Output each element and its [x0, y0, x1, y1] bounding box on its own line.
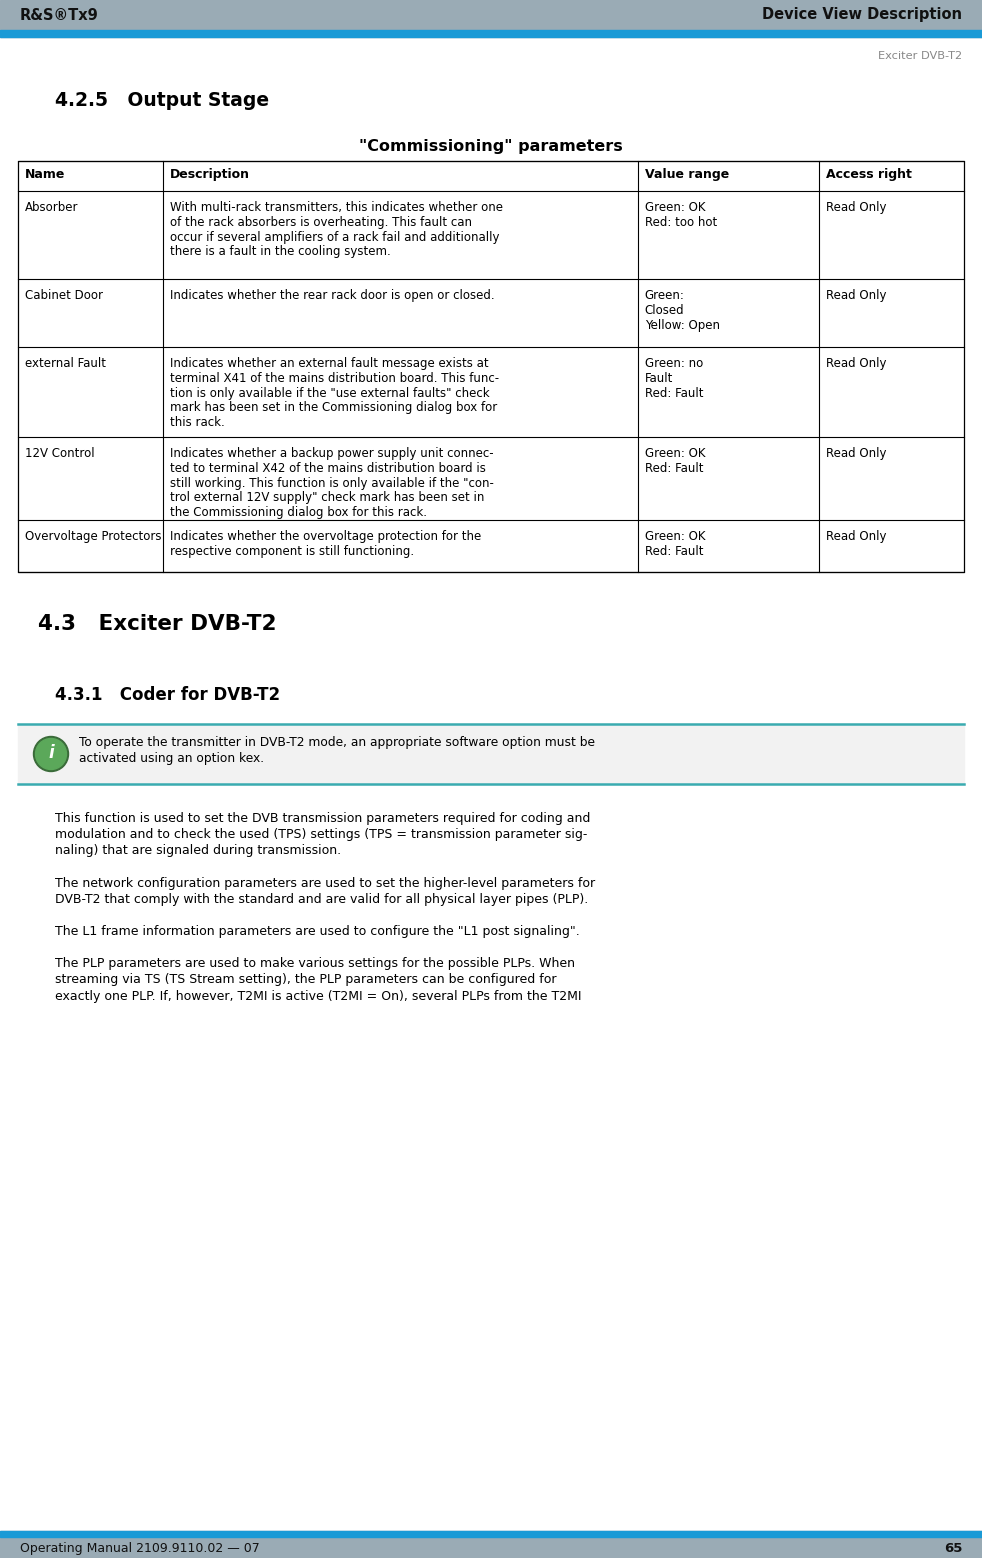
Text: Exciter DVB-T2: Exciter DVB-T2	[878, 51, 962, 61]
Text: Indicates whether the rear rack door is open or closed.: Indicates whether the rear rack door is …	[170, 288, 494, 302]
Text: Device View Description: Device View Description	[762, 8, 962, 22]
Text: Yellow: Open: Yellow: Open	[644, 318, 720, 332]
Text: occur if several amplifiers of a rack fail and additionally: occur if several amplifiers of a rack fa…	[170, 231, 499, 243]
Text: modulation and to check the used (TPS) settings (TPS = transmission parameter si: modulation and to check the used (TPS) s…	[55, 829, 587, 841]
Text: Read Only: Read Only	[826, 447, 887, 460]
Text: 12V Control: 12V Control	[25, 447, 94, 460]
Bar	[18, 192, 964, 279]
Text: Access right: Access right	[826, 168, 912, 181]
Text: Read Only: Read Only	[826, 530, 887, 544]
Text: still working. This function is only available if the "con-: still working. This function is only ava…	[170, 477, 494, 489]
Text: Indicates whether the overvoltage protection for the: Indicates whether the overvoltage protec…	[170, 530, 481, 544]
Text: Red: Fault: Red: Fault	[644, 386, 703, 399]
Bar	[0, 0, 982, 36]
Text: Green:: Green:	[644, 288, 684, 302]
Text: R&S®Tx9: R&S®Tx9	[20, 8, 99, 22]
Text: Green: OK: Green: OK	[644, 447, 705, 460]
Bar	[0, 1530, 982, 1558]
Text: Read Only: Read Only	[826, 201, 887, 213]
Text: Fault: Fault	[644, 372, 673, 385]
Text: respective component is still functioning.: respective component is still functionin…	[170, 545, 413, 558]
Text: 65: 65	[944, 1542, 962, 1555]
Bar	[0, 30, 982, 36]
Text: To operate the transmitter in DVB-T2 mode, an appropriate software option must b: To operate the transmitter in DVB-T2 mod…	[79, 735, 595, 748]
Text: Cabinet Door: Cabinet Door	[25, 288, 103, 302]
Bar	[0, 1530, 982, 1538]
Text: The L1 frame information parameters are used to configure the "L1 post signaling: The L1 frame information parameters are …	[55, 925, 579, 938]
Text: Absorber: Absorber	[25, 201, 79, 213]
Text: ted to terminal X42 of the mains distribution board is: ted to terminal X42 of the mains distrib…	[170, 461, 486, 475]
Text: this rack.: this rack.	[170, 416, 225, 428]
Text: mark has been set in the Commissioning dialog box for: mark has been set in the Commissioning d…	[170, 402, 497, 414]
Text: naling) that are signaled during transmission.: naling) that are signaled during transmi…	[55, 844, 341, 857]
Text: Value range: Value range	[644, 168, 729, 181]
Bar	[18, 347, 964, 436]
Text: terminal X41 of the mains distribution board. This func-: terminal X41 of the mains distribution b…	[170, 372, 499, 385]
Text: Indicates whether a backup power supply unit connec-: Indicates whether a backup power supply …	[170, 447, 493, 460]
Bar	[18, 724, 964, 784]
Bar	[18, 436, 964, 520]
Text: Green: no: Green: no	[644, 357, 703, 369]
Text: Overvoltage Protectors: Overvoltage Protectors	[25, 530, 161, 544]
Text: activated using an option kex.: activated using an option kex.	[79, 753, 264, 765]
Text: Indicates whether an external fault message exists at: Indicates whether an external fault mess…	[170, 357, 488, 369]
Text: 4.2.5   Output Stage: 4.2.5 Output Stage	[55, 90, 269, 111]
Text: tion is only available if the "use external faults" check: tion is only available if the "use exter…	[170, 386, 489, 399]
Text: Red: Fault: Red: Fault	[644, 545, 703, 558]
Text: trol external 12V supply" check mark has been set in: trol external 12V supply" check mark has…	[170, 491, 484, 505]
Text: there is a fault in the cooling system.: there is a fault in the cooling system.	[170, 246, 391, 259]
Text: Green: OK: Green: OK	[644, 530, 705, 544]
Text: streaming via TS (TS Stream setting), the PLP parameters can be configured for: streaming via TS (TS Stream setting), th…	[55, 974, 557, 986]
Text: Name: Name	[25, 168, 66, 181]
Text: "Commissioning" parameters: "Commissioning" parameters	[359, 139, 623, 154]
Text: Read Only: Read Only	[826, 357, 887, 369]
Text: external Fault: external Fault	[25, 357, 106, 369]
Text: exactly one PLP. If, however, T2MI is active (T2MI = On), several PLPs from the : exactly one PLP. If, however, T2MI is ac…	[55, 989, 581, 1003]
Text: Red: Fault: Red: Fault	[644, 461, 703, 475]
Bar	[18, 279, 964, 347]
Bar	[18, 520, 964, 572]
Text: Green: OK: Green: OK	[644, 201, 705, 213]
Circle shape	[33, 737, 69, 771]
Text: Operating Manual 2109.9110.02 — 07: Operating Manual 2109.9110.02 — 07	[20, 1542, 260, 1555]
Circle shape	[35, 738, 67, 770]
Text: With multi-rack transmitters, this indicates whether one: With multi-rack transmitters, this indic…	[170, 201, 503, 213]
Text: Closed: Closed	[644, 304, 684, 316]
Bar	[18, 160, 964, 192]
Text: This function is used to set the DVB transmission parameters required for coding: This function is used to set the DVB tra…	[55, 812, 590, 826]
Text: of the rack absorbers is overheating. This fault can: of the rack absorbers is overheating. Th…	[170, 217, 471, 229]
Bar	[18, 160, 964, 572]
Text: Description: Description	[170, 168, 249, 181]
Text: the Commissioning dialog box for this rack.: the Commissioning dialog box for this ra…	[170, 506, 427, 519]
Text: i: i	[48, 745, 54, 762]
Text: Red: too hot: Red: too hot	[644, 217, 717, 229]
Text: Read Only: Read Only	[826, 288, 887, 302]
Text: DVB-T2 that comply with the standard and are valid for all physical layer pipes : DVB-T2 that comply with the standard and…	[55, 893, 588, 905]
Text: The PLP parameters are used to make various settings for the possible PLPs. When: The PLP parameters are used to make vari…	[55, 957, 575, 971]
Text: The network configuration parameters are used to set the higher-level parameters: The network configuration parameters are…	[55, 877, 595, 890]
Text: 4.3.1   Coder for DVB-T2: 4.3.1 Coder for DVB-T2	[55, 686, 280, 704]
Text: 4.3   Exciter DVB-T2: 4.3 Exciter DVB-T2	[38, 614, 277, 634]
